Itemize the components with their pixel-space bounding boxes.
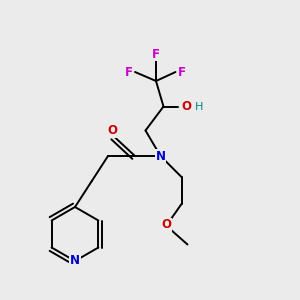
Text: F: F [152,47,160,61]
Text: O: O [161,218,172,232]
Text: N: N [70,254,80,268]
Text: O: O [107,124,118,137]
Text: F: F [125,65,133,79]
Text: F: F [178,65,185,79]
Text: O: O [182,100,191,113]
Text: H: H [194,101,203,112]
Text: N: N [155,149,166,163]
